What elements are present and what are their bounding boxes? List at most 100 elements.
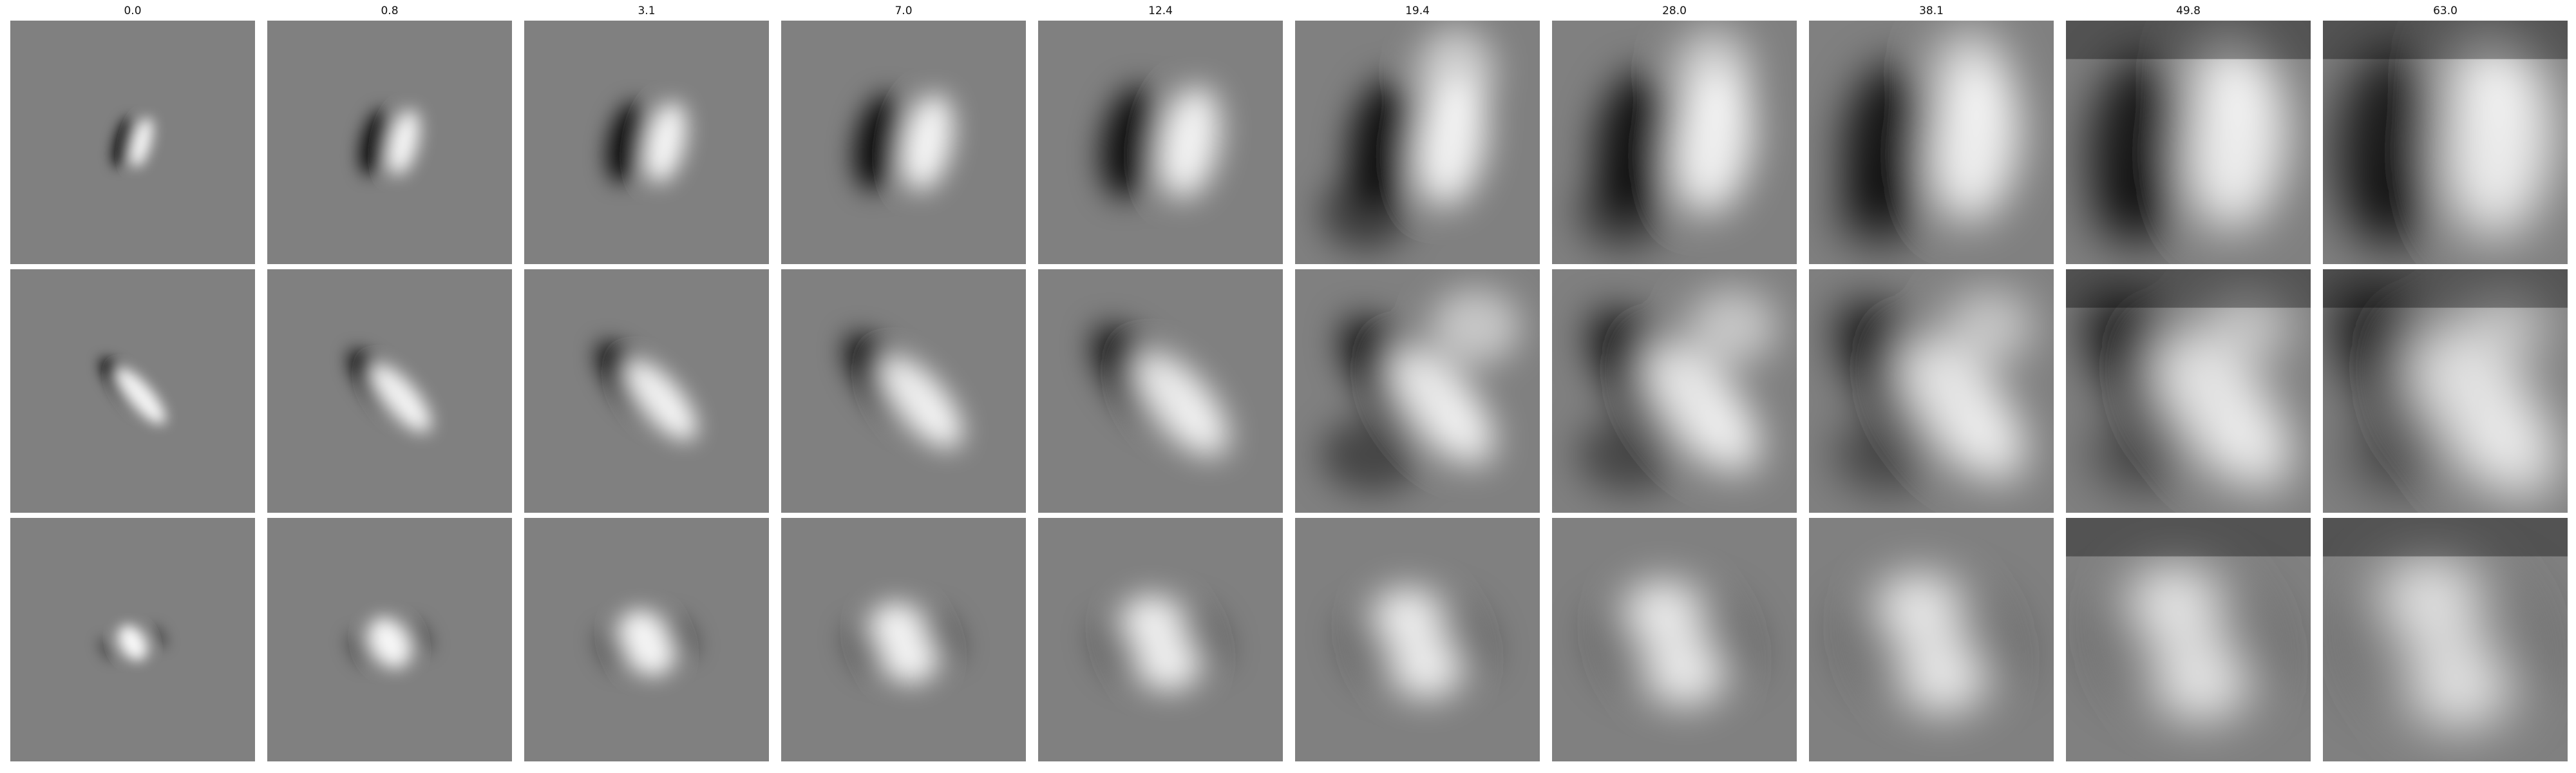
dark-lobe xyxy=(1692,593,1760,680)
bright-lobe xyxy=(2188,26,2266,117)
filter-image xyxy=(781,269,1026,513)
filter-panel xyxy=(1809,21,2054,264)
dark-lobe xyxy=(112,117,135,167)
dark-lobe xyxy=(1835,416,1938,494)
bright-lobe xyxy=(130,117,153,167)
filter-image xyxy=(1809,269,2054,513)
edge-shade xyxy=(2323,269,2568,308)
dark-lobe xyxy=(2206,584,2291,689)
dark-lobe xyxy=(2349,416,2452,494)
bright-lobe xyxy=(1898,339,2025,481)
dark-lobe xyxy=(843,622,887,677)
dark-lobe xyxy=(1835,174,1925,252)
column-label: 28.0 xyxy=(1662,5,1687,17)
dark-lobe xyxy=(346,632,373,667)
filter-image xyxy=(1552,269,1797,513)
filter-panel xyxy=(524,518,769,761)
dark-lobe xyxy=(594,627,630,672)
bright-lobe xyxy=(2152,335,2291,489)
filter-panel xyxy=(1295,518,1540,761)
filter-image xyxy=(2323,21,2568,264)
column-label: 49.8 xyxy=(2176,5,2201,17)
column-label: 3.1 xyxy=(638,5,656,17)
edge-shade xyxy=(2323,21,2568,59)
edge-shade xyxy=(2066,518,2311,557)
dark-lobe xyxy=(1578,416,1681,494)
filter-image xyxy=(2323,518,2568,761)
dark-lobe xyxy=(97,637,117,662)
filter-image xyxy=(1295,518,1540,761)
dark-lobe xyxy=(1321,174,1411,252)
dark-lobe xyxy=(1101,86,1162,199)
filter-image xyxy=(1809,21,2054,264)
filter-panel xyxy=(2066,21,2311,264)
column-label: 0.0 xyxy=(124,5,142,17)
bright-lobe xyxy=(1687,288,1777,366)
filter-panel xyxy=(1809,518,2054,761)
bright-lobe xyxy=(1430,288,1520,366)
filter-image xyxy=(781,518,1026,761)
dark-lobe xyxy=(2334,591,2427,707)
filter-image xyxy=(2066,518,2311,761)
filter-panel xyxy=(267,269,512,513)
filter-panel xyxy=(524,21,769,264)
column-label: 19.4 xyxy=(1405,5,1430,17)
column-label: 63.0 xyxy=(2433,5,2458,17)
dark-lobe xyxy=(1837,602,1914,697)
bright-lobe xyxy=(645,102,687,183)
bright-lobe xyxy=(371,364,431,432)
filter-image xyxy=(1038,518,1283,761)
bright-lobe xyxy=(1417,26,1495,117)
filter-panel xyxy=(781,518,1026,761)
bright-lobe xyxy=(2201,288,2291,366)
filter-image xyxy=(10,518,255,761)
dark-lobe xyxy=(2463,578,2556,694)
filter-panel xyxy=(2323,269,2568,513)
bright-lobe xyxy=(2458,288,2548,366)
filter-image xyxy=(1295,269,1540,513)
filter-panel xyxy=(2323,21,2568,264)
bright-lobe xyxy=(1389,347,1494,464)
bright-lobe xyxy=(1134,352,1228,457)
edge-shade xyxy=(2323,518,2568,557)
filter-image xyxy=(781,21,1026,264)
filter-panel xyxy=(781,21,1026,264)
dark-lobe xyxy=(359,110,392,175)
bright-lobe xyxy=(118,625,147,661)
dark-lobe xyxy=(920,609,964,664)
bright-lobe xyxy=(625,359,697,441)
column-label: 0.8 xyxy=(381,5,399,17)
filter-image xyxy=(1038,269,1283,513)
filter-panel xyxy=(2066,518,2311,761)
filter-image xyxy=(2066,21,2311,264)
filter-panel xyxy=(781,269,1026,513)
dark-lobe xyxy=(607,102,649,183)
filter-image xyxy=(2323,269,2568,513)
column-label: 38.1 xyxy=(1919,5,1944,17)
filter-image xyxy=(267,518,512,761)
bright-lobe xyxy=(2407,331,2557,497)
bright-lobe xyxy=(368,617,412,669)
filter-image xyxy=(524,269,769,513)
column-label: 12.4 xyxy=(1148,5,1173,17)
dark-lobe xyxy=(2092,416,2195,494)
bright-lobe xyxy=(116,368,166,425)
filter-image xyxy=(1295,21,1540,264)
dark-lobe xyxy=(1435,598,1495,674)
bright-lobe xyxy=(902,93,954,191)
dark-lobe xyxy=(2086,596,2171,702)
filter-panel xyxy=(1552,269,1797,513)
dark-lobe xyxy=(1949,589,2025,684)
filter-image xyxy=(10,21,255,264)
dark-lobe xyxy=(1092,616,1144,682)
bright-lobe xyxy=(880,356,963,448)
dark-lobe xyxy=(663,614,699,659)
filter-panel xyxy=(1038,269,1283,513)
filter-panel xyxy=(1552,518,1797,761)
filter-image xyxy=(1552,518,1797,761)
bright-lobe xyxy=(388,110,420,175)
filter-panel xyxy=(1809,269,2054,513)
filter-panel xyxy=(1038,21,1283,264)
dark-lobe xyxy=(1340,611,1400,687)
